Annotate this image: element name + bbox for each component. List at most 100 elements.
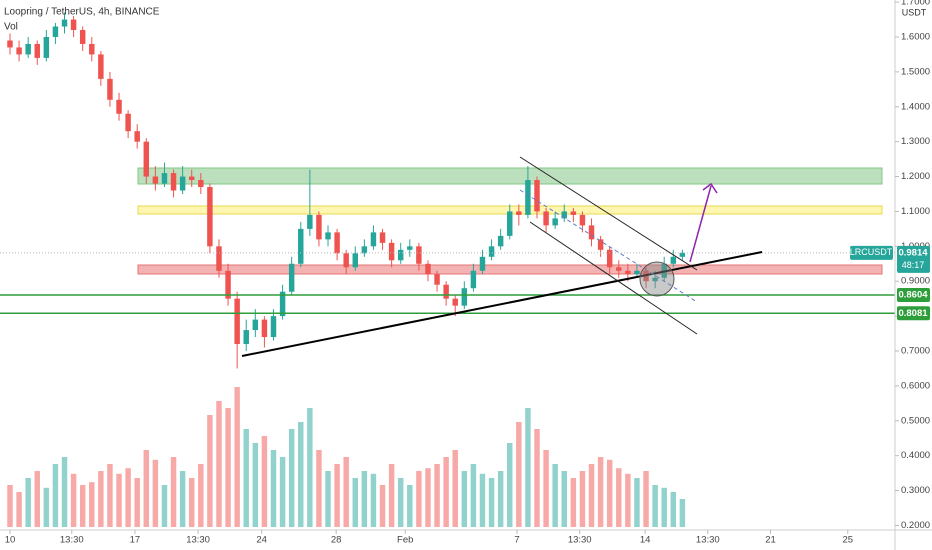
plot — [0, 12, 895, 527]
volume-bar — [570, 478, 577, 527]
candle-body — [243, 330, 249, 345]
candle-body — [61, 19, 68, 27]
candle-body — [198, 180, 204, 188]
volume-bar — [170, 457, 177, 527]
volume-bar — [579, 471, 586, 527]
candle-body — [543, 211, 549, 226]
volume-bar — [507, 443, 513, 527]
candle-body — [652, 277, 658, 282]
candle-body — [397, 249, 404, 261]
resistance-zone — [137, 167, 883, 185]
candle-body — [606, 249, 613, 268]
volume-bar — [452, 450, 458, 527]
candle-body — [52, 26, 59, 37]
volume-bar — [670, 492, 677, 527]
volume-bar — [298, 422, 304, 527]
y-tick-label: 0.2000 — [901, 520, 930, 531]
volume-bar — [388, 464, 395, 527]
candle-body — [561, 211, 567, 219]
candle-body — [470, 270, 477, 289]
volume-bar — [198, 464, 204, 527]
x-tick-label: 13:30 — [568, 535, 592, 546]
volume-bar — [252, 443, 259, 527]
highlight-circle — [639, 261, 675, 297]
volume-bar — [652, 485, 658, 527]
volume-bar — [425, 468, 431, 527]
candle-body — [207, 187, 213, 247]
volume-bar — [79, 485, 86, 527]
candle-body — [98, 54, 104, 79]
candle-body — [479, 256, 486, 271]
x-tick-label: 10 — [5, 535, 16, 546]
volume-bar — [225, 408, 231, 527]
symbol-tag — [850, 245, 893, 260]
y-tick-label: 1.3000 — [901, 136, 930, 147]
candle-body — [125, 113, 131, 132]
candle-body — [143, 141, 150, 177]
volume-bar — [125, 468, 131, 527]
volume-bar — [616, 468, 622, 527]
volume-bar — [352, 478, 359, 527]
x-tick-label: 17 — [130, 535, 141, 546]
volume-bar — [316, 450, 322, 527]
volume-bar — [98, 471, 104, 527]
volume-bar — [661, 487, 667, 527]
volume-bar — [61, 457, 68, 527]
volume-bar — [16, 492, 22, 527]
candle-body — [279, 291, 286, 317]
volume-bar — [334, 464, 340, 527]
volume-bar — [89, 482, 95, 527]
candle-body — [134, 131, 140, 142]
y-tick-label: 0.9000 — [901, 276, 930, 287]
y-tick-label: 1.7000 — [901, 0, 930, 8]
candle-body — [188, 176, 195, 181]
volume-bar — [143, 450, 150, 527]
candle-body — [79, 30, 86, 44]
candle-body — [107, 78, 113, 100]
candle-body — [170, 173, 177, 191]
y-tick-label: 0.4000 — [901, 450, 930, 461]
volume-bar — [407, 485, 413, 527]
candle-body — [325, 232, 331, 240]
candle-body — [16, 47, 22, 55]
candle-body — [388, 242, 395, 261]
volume-bar — [461, 471, 468, 527]
volume-bar — [443, 457, 449, 527]
volume-bar — [525, 408, 531, 527]
candle-body — [461, 288, 468, 306]
volume-bar — [161, 485, 168, 527]
level-label: 0.8081 — [898, 308, 928, 319]
volume-bar — [479, 473, 486, 527]
candle-body — [679, 252, 686, 257]
level-tag — [897, 288, 930, 303]
volume-bar — [279, 457, 286, 527]
volume-bar — [497, 471, 504, 527]
x-tick-label: 13:30 — [60, 535, 84, 546]
candle-body — [270, 316, 277, 338]
volume-bar — [379, 485, 386, 527]
volume-bar — [434, 464, 440, 527]
currency: USDT — [902, 7, 927, 17]
candle-body — [161, 173, 168, 184]
volume-bar — [543, 450, 549, 527]
candle-body — [89, 43, 95, 55]
candle-body — [179, 176, 186, 191]
candle-body — [261, 319, 268, 338]
trendline — [241, 251, 763, 357]
x-tick-label: 25 — [842, 535, 853, 546]
y-tick-label: 1.1000 — [901, 206, 930, 217]
y-tick-label: 1.5000 — [901, 66, 930, 77]
candle-body — [670, 256, 677, 264]
y-tick-label: 0.3000 — [901, 485, 930, 496]
candle-body — [34, 43, 40, 58]
candle-body — [507, 211, 513, 236]
candle-body — [361, 246, 368, 254]
volume-bar — [634, 478, 640, 527]
channel-lower — [529, 221, 698, 335]
volume-bar — [216, 401, 222, 527]
candle-body — [116, 99, 122, 114]
volume-bar — [70, 473, 77, 527]
volume-bar — [43, 487, 50, 527]
candle-body — [370, 232, 377, 247]
